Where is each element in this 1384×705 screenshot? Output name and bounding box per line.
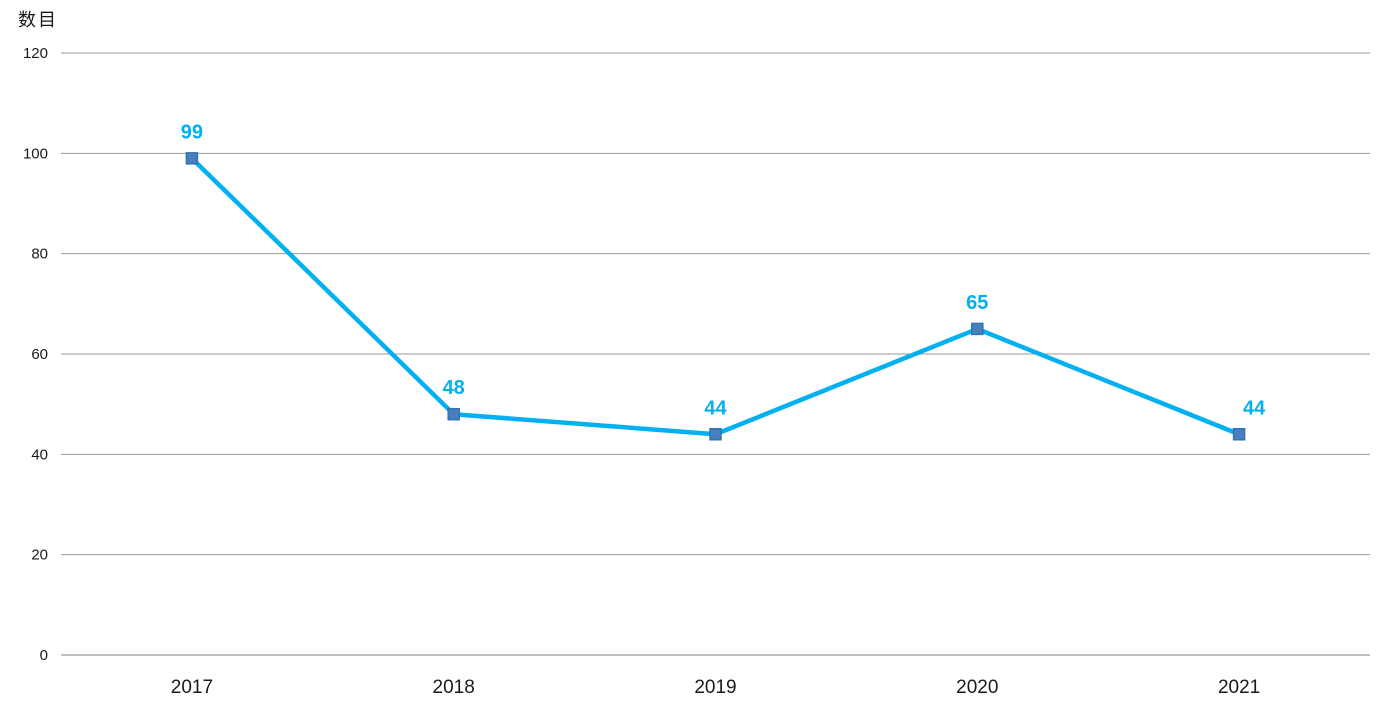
series-line bbox=[189, 156, 1242, 437]
data-point-marker bbox=[185, 152, 199, 165]
data-point-marker bbox=[971, 322, 984, 336]
y-tick-label: 100 bbox=[23, 145, 48, 162]
x-tick-label: 2017 bbox=[171, 677, 213, 698]
x-tick-label: 2018 bbox=[433, 677, 475, 698]
data-point-label: 44 bbox=[1243, 397, 1266, 419]
data-point-label: 44 bbox=[704, 397, 727, 419]
x-tick-label: 2019 bbox=[694, 677, 736, 698]
y-tick-label: 40 bbox=[31, 446, 48, 463]
y-tick-label: 80 bbox=[31, 246, 48, 263]
data-point-marker bbox=[447, 407, 460, 421]
x-tick-label: 2021 bbox=[1218, 677, 1260, 698]
data-point-marker bbox=[1232, 428, 1246, 441]
y-tick-label: 20 bbox=[31, 547, 48, 564]
x-tick-label: 2020 bbox=[956, 677, 998, 698]
data-point-label: 99 bbox=[181, 121, 203, 143]
data-point-label: 65 bbox=[966, 292, 988, 314]
y-tick-label: 120 bbox=[23, 45, 48, 62]
data-point-marker bbox=[709, 428, 722, 441]
data-point-label: 48 bbox=[443, 377, 465, 399]
y-tick-label: 60 bbox=[31, 346, 48, 363]
y-tick-label: 0 bbox=[40, 647, 48, 664]
y-axis-title: 数目 bbox=[18, 10, 58, 30]
